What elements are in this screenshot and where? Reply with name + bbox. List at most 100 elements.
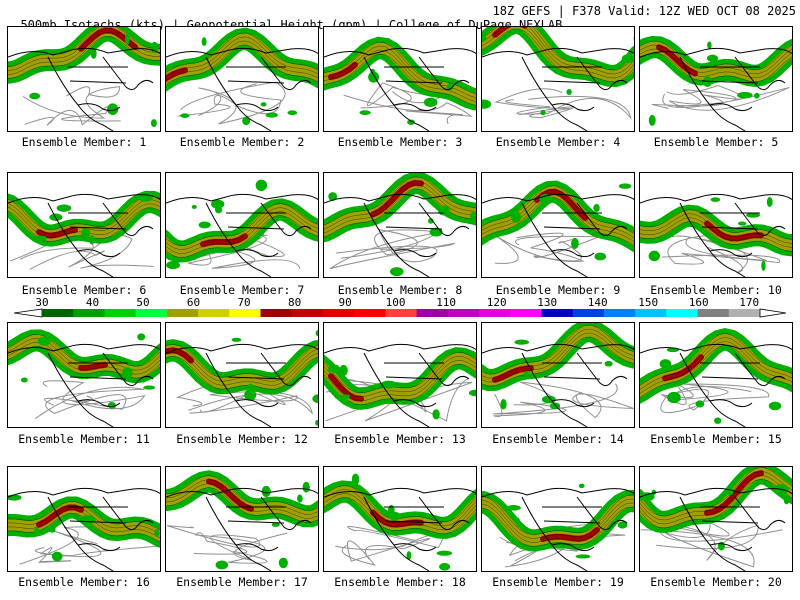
map-outline (482, 487, 634, 571)
isotach-blob (717, 541, 725, 551)
ensemble-member-map (481, 466, 635, 572)
height-contour (19, 235, 154, 269)
height-contour (360, 82, 457, 109)
isotach-blob (370, 68, 376, 74)
ensemble-member-map (7, 322, 161, 428)
isotach-blob (428, 218, 434, 224)
map-outline (640, 193, 792, 277)
isotach-blob (302, 481, 310, 493)
colorbar-segment (479, 309, 511, 317)
height-line (8, 27, 160, 67)
map-canvas (8, 329, 160, 427)
ensemble-member-label: Ensemble Member: 7 (179, 283, 305, 297)
height-contour (37, 530, 102, 563)
ensemble-member-map (639, 466, 793, 572)
height-line (640, 209, 792, 240)
height-line (324, 489, 476, 527)
ensemble-member-map (323, 26, 477, 132)
isotach-blob (287, 110, 298, 116)
colorbar-segment (666, 309, 699, 317)
height-line (166, 356, 318, 390)
height-line (640, 213, 792, 244)
isotach-blob (315, 419, 318, 426)
isotach-blob (137, 333, 146, 341)
isotach-blob (746, 212, 760, 218)
jet-band-mid (8, 502, 160, 542)
height-line (482, 328, 634, 379)
ensemble-member-label: Ensemble Member: 15 (650, 432, 782, 446)
map-canvas (640, 193, 792, 277)
height-line (640, 40, 792, 71)
isotach-blob (56, 204, 72, 212)
colorbar-segment (73, 309, 105, 317)
isotach-blob (737, 91, 753, 99)
isotach-blob (180, 113, 190, 118)
colorbar-right-arrow (759, 308, 787, 318)
colorbar-segment (42, 309, 74, 317)
colorbar-segment (416, 309, 449, 317)
height-line (482, 336, 634, 387)
isotach-blob (359, 110, 371, 115)
height-contour (329, 232, 456, 270)
height-line (640, 478, 792, 529)
isotach-blob (554, 543, 568, 549)
isotach-blob (768, 401, 782, 411)
height-line (482, 324, 634, 375)
colorbar-segment (229, 309, 262, 317)
isotach-blob (667, 391, 681, 404)
height-line (8, 501, 160, 531)
ensemble-member-map (639, 322, 793, 428)
height-line (482, 502, 634, 543)
ensemble-member-label: Ensemble Member: 17 (176, 575, 308, 589)
title-bar: 500mb Isotachs (kts) | Geopotential Heig… (6, 4, 796, 32)
height-contour (166, 525, 288, 561)
colorbar-segment (291, 309, 324, 317)
jet-core (200, 233, 248, 248)
height-line (640, 217, 792, 248)
isotach-blob (407, 119, 415, 125)
jet-core (166, 347, 194, 364)
height-line (482, 27, 634, 71)
map-outline (324, 343, 476, 427)
map-outline (8, 343, 160, 427)
ensemble-member-map (481, 26, 635, 132)
jet-core (704, 220, 764, 242)
isotach-blob (710, 197, 721, 202)
ensemble-member-label: Ensemble Member: 1 (21, 135, 147, 149)
colorbar-segment (322, 309, 355, 317)
jet-band-mid (640, 333, 792, 398)
isotach-blob (33, 527, 41, 536)
title-right: 18Z GEFS | F378 Valid: 12Z WED OCT 08 20… (492, 4, 796, 18)
height-line (166, 40, 318, 81)
isotach-blob (244, 389, 257, 401)
map-canvas (640, 35, 792, 131)
jet-core (662, 354, 704, 382)
colorbar-segment (510, 309, 542, 317)
map-canvas (482, 483, 634, 571)
isotach-blob (432, 409, 440, 420)
ensemble-member-label: Ensemble Member: 12 (176, 432, 308, 446)
ensemble-member-map (165, 322, 319, 428)
isotach-blob (211, 199, 225, 209)
map-outline (324, 487, 476, 571)
isotach-blob (594, 252, 607, 261)
isotach-blob (339, 364, 348, 376)
height-contour (656, 522, 783, 561)
colorbar-segment (603, 309, 636, 317)
height-line (640, 48, 792, 79)
height-line (640, 333, 792, 386)
map-canvas (166, 27, 318, 131)
isotach-blob (49, 525, 56, 533)
map-outline (166, 487, 318, 571)
height-contour (22, 86, 121, 119)
ensemble-member-map (7, 26, 161, 132)
ensemble-member-map (165, 466, 319, 572)
ensemble-member-label: Ensemble Member: 10 (650, 283, 782, 297)
isotach-blob (80, 515, 96, 525)
height-line (640, 52, 792, 83)
colorbar-tick-label: 90 (338, 296, 352, 309)
colorbar-segment (166, 309, 199, 317)
height-line (482, 185, 634, 234)
colorbar-tick-label: 80 (287, 296, 302, 309)
height-line (482, 498, 634, 539)
